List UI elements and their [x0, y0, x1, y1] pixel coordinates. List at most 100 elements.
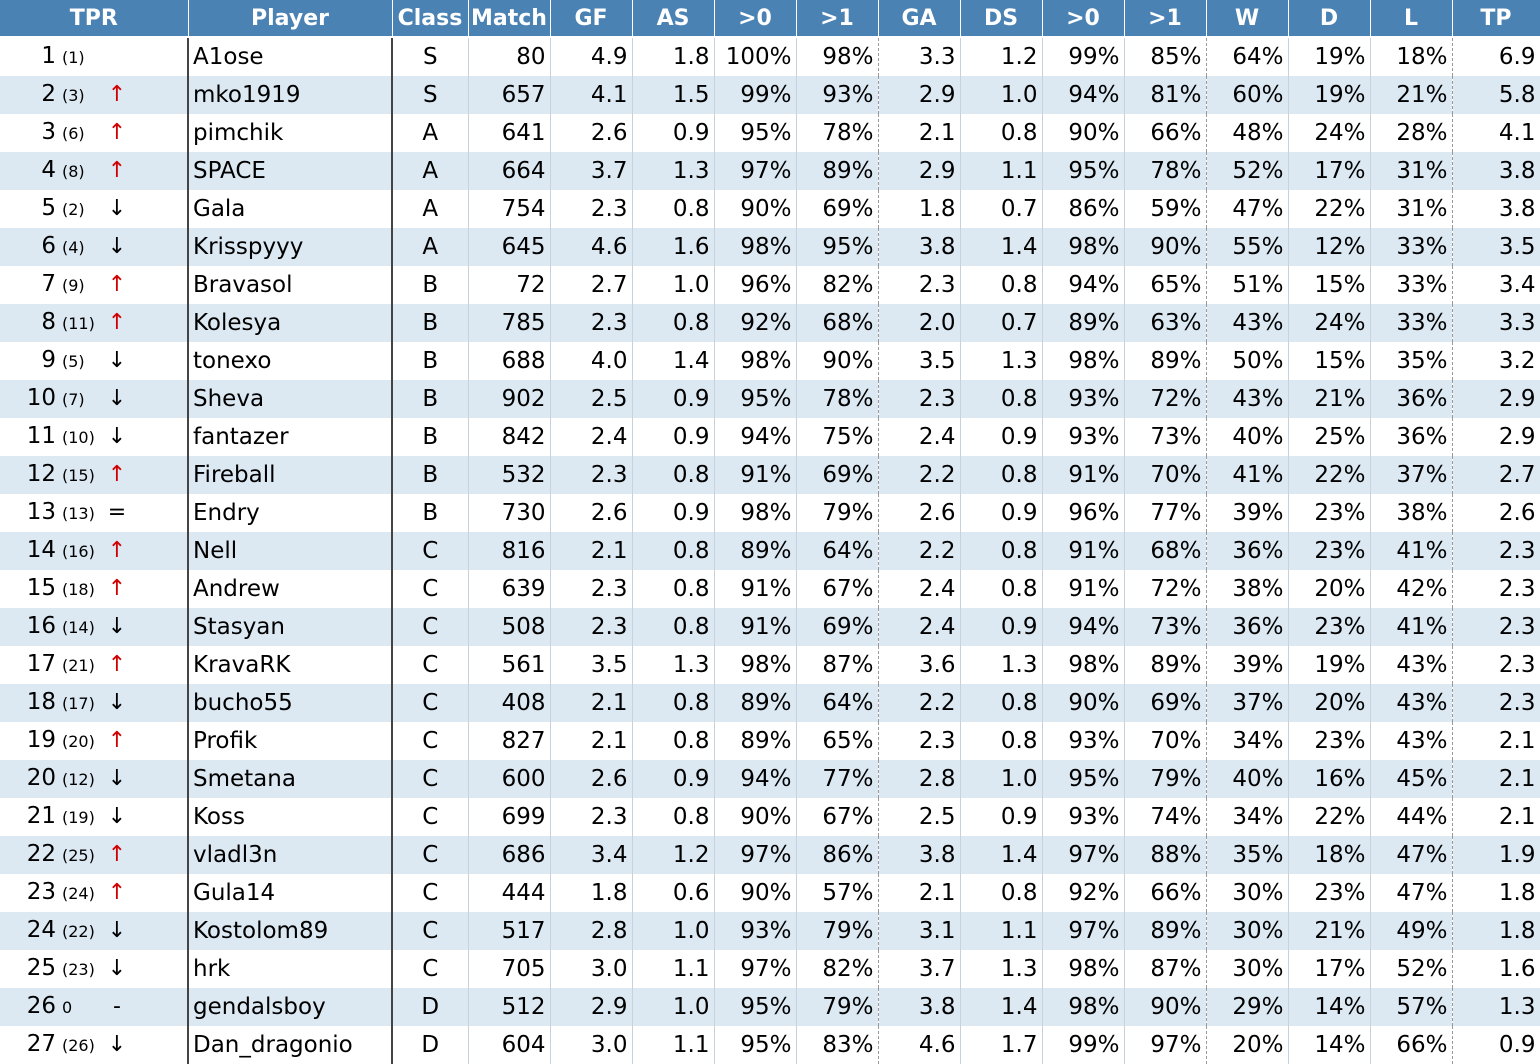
table-row: 14 (16) ↑ Nell C 816 2.1 0.8 89% 64% 2.2 0…: [0, 532, 1540, 570]
cell-losses: 41%: [1370, 608, 1453, 646]
previous-rank: (24): [62, 884, 95, 903]
cell-ds: 0.8: [960, 684, 1043, 722]
cell-gf-over-1: 69%: [796, 456, 879, 494]
cell-ds: 1.4: [960, 228, 1043, 266]
cell-tp: 3.5: [1452, 228, 1540, 266]
previous-rank: (21): [62, 656, 95, 675]
cell-draws: 21%: [1288, 912, 1371, 950]
cell-gf-over-1: 93%: [796, 76, 879, 114]
cell-tp: 3.8: [1452, 152, 1540, 190]
cell-player: hrk: [187, 950, 393, 988]
previous-rank: (11): [62, 314, 95, 333]
cell-wins: 34%: [1206, 722, 1289, 760]
table-row: 22 (25) ↑ vladl3n C 686 3.4 1.2 97% 86% 3.…: [0, 836, 1540, 874]
cell-gf-over-0: 89%: [714, 722, 797, 760]
cell-gf-over-0: 100%: [714, 37, 797, 76]
header-losses: L: [1370, 0, 1453, 38]
cell-match: 754: [468, 190, 551, 228]
table-row: 18 (17) ↓ bucho55 C 408 2.1 0.8 89% 64% 2.…: [0, 684, 1540, 722]
cell-wins: 36%: [1206, 532, 1289, 570]
cell-gf-over-1: 57%: [796, 874, 879, 912]
cell-losses: 33%: [1370, 228, 1453, 266]
table-row: 10 (7) ↓ Sheva B 902 2.5 0.9 95% 78% 2.3 0…: [0, 380, 1540, 418]
cell-tpr: 26 0 -: [0, 988, 189, 1026]
cell-tp: 1.8: [1452, 874, 1540, 912]
cell-player: Andrew: [187, 570, 393, 608]
cell-class: C: [391, 760, 469, 798]
cell-gf-over-0: 97%: [714, 836, 797, 874]
arrow-up-icon: ↑: [107, 538, 127, 563]
cell-ds: 1.1: [960, 152, 1043, 190]
cell-gf-over-0: 95%: [714, 988, 797, 1026]
cell-ga-over-1: 85%: [1124, 37, 1207, 76]
cell-gf-over-1: 83%: [796, 1026, 879, 1064]
cell-wins: 64%: [1206, 37, 1289, 76]
previous-rank: (19): [62, 808, 95, 827]
cell-gf-over-0: 89%: [714, 532, 797, 570]
arrow-up-icon: ↑: [107, 652, 127, 677]
cell-tpr: 4 (8) ↑: [0, 152, 189, 190]
cell-gf-over-1: 64%: [796, 684, 879, 722]
cell-ga-over-0: 93%: [1042, 418, 1125, 456]
previous-rank: (23): [62, 960, 95, 979]
rank-value: 1: [41, 43, 56, 69]
cell-gf-over-1: 79%: [796, 494, 879, 532]
cell-tp: 5.8: [1452, 76, 1540, 114]
cell-gf-over-0: 91%: [714, 570, 797, 608]
cell-tpr: 7 (9) ↑: [0, 266, 189, 304]
cell-ga-over-0: 95%: [1042, 760, 1125, 798]
cell-ga: 2.0: [878, 304, 961, 342]
cell-tpr: 18 (17) ↓: [0, 684, 189, 722]
rank-value: 2: [41, 81, 56, 107]
cell-gf-over-1: 87%: [796, 646, 879, 684]
cell-gf: 2.6: [550, 114, 633, 152]
cell-ga: 3.8: [878, 836, 961, 874]
cell-ga: 2.3: [878, 266, 961, 304]
cell-tpr: 11 (10) ↓: [0, 418, 189, 456]
rank-value: 17: [26, 651, 56, 677]
cell-gf: 2.4: [550, 418, 633, 456]
cell-as: 1.0: [632, 988, 715, 1026]
previous-rank: (18): [62, 580, 95, 599]
cell-gf-over-0: 96%: [714, 266, 797, 304]
cell-gf-over-0: 97%: [714, 950, 797, 988]
cell-gf: 2.6: [550, 760, 633, 798]
cell-ga-over-0: 98%: [1042, 646, 1125, 684]
cell-ga-over-0: 89%: [1042, 304, 1125, 342]
cell-gf: 2.1: [550, 684, 633, 722]
cell-player: gendalsboy: [187, 988, 393, 1026]
cell-gf-over-1: 86%: [796, 836, 879, 874]
cell-class: D: [391, 1026, 469, 1064]
cell-draws: 23%: [1288, 532, 1371, 570]
cell-ga-over-1: 70%: [1124, 456, 1207, 494]
table-row: 12 (15) ↑ Fireball B 532 2.3 0.8 91% 69% 2…: [0, 456, 1540, 494]
cell-ga-over-0: 96%: [1042, 494, 1125, 532]
cell-draws: 20%: [1288, 684, 1371, 722]
cell-ga: 2.1: [878, 114, 961, 152]
rank-value: 14: [26, 537, 56, 563]
rank-value: 26: [26, 993, 56, 1019]
previous-rank: (14): [62, 618, 95, 637]
cell-as: 1.0: [632, 266, 715, 304]
cell-ds: 0.8: [960, 380, 1043, 418]
cell-class: B: [391, 456, 469, 494]
table-row: 8 (11) ↑ Kolesya B 785 2.3 0.8 92% 68% 2.0…: [0, 304, 1540, 342]
cell-losses: 57%: [1370, 988, 1453, 1026]
rank-value: 18: [26, 689, 56, 715]
cell-class: S: [391, 37, 469, 76]
previous-rank: (9): [62, 276, 85, 295]
cell-match: 842: [468, 418, 551, 456]
cell-ds: 0.9: [960, 494, 1043, 532]
arrow-up-icon: ↑: [107, 576, 127, 601]
cell-ga-over-1: 89%: [1124, 646, 1207, 684]
cell-gf: 4.9: [550, 37, 633, 76]
cell-draws: 22%: [1288, 190, 1371, 228]
cell-player: fantazer: [187, 418, 393, 456]
cell-ga-over-1: 68%: [1124, 532, 1207, 570]
cell-draws: 17%: [1288, 152, 1371, 190]
cell-tp: 2.9: [1452, 418, 1540, 456]
arrow-down-icon: ↓: [107, 424, 127, 449]
cell-losses: 28%: [1370, 114, 1453, 152]
cell-draws: 18%: [1288, 836, 1371, 874]
previous-rank: (1): [62, 48, 85, 67]
